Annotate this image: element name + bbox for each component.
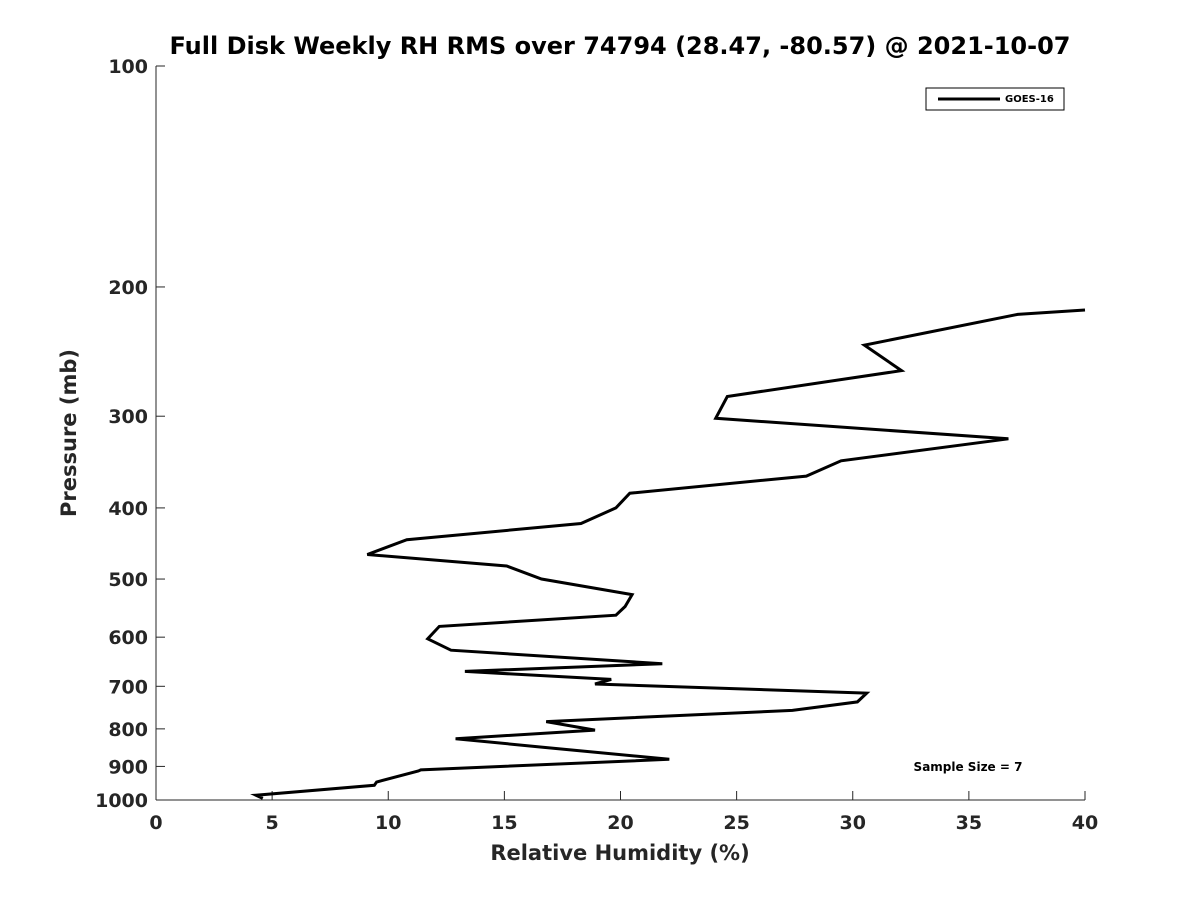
- x-axis-ticks: 0 5 10 15 20 25 30 35 40: [149, 791, 1098, 834]
- x-tick-label: 20: [607, 812, 633, 834]
- series-line-goes-16: [250, 308, 1086, 800]
- y-axis-label: Pressure (mb): [57, 349, 81, 517]
- y-tick-label: 200: [108, 277, 148, 299]
- y-tick-label: 700: [108, 676, 148, 698]
- x-tick-label: 30: [840, 812, 866, 834]
- x-tick-label: 40: [1072, 812, 1098, 834]
- y-tick-label: 500: [108, 569, 148, 591]
- x-tick-label: 25: [723, 812, 749, 834]
- legend: GOES-16: [925, 87, 1065, 111]
- y-tick-label: 300: [108, 406, 148, 428]
- x-tick-label: 10: [375, 812, 401, 834]
- y-tick-label: 800: [108, 719, 148, 741]
- legend-label-goes-16: GOES-16: [1005, 94, 1054, 105]
- sample-size-annotation: Sample Size = 7: [914, 760, 1023, 774]
- x-tick-label: 5: [266, 812, 279, 834]
- y-tick-label: 600: [108, 627, 148, 649]
- y-tick-label: 900: [108, 756, 148, 778]
- y-tick-label: 1000: [95, 790, 148, 812]
- y-tick-label: 100: [108, 56, 148, 78]
- series-layer: [250, 308, 1086, 800]
- x-axis-label: Relative Humidity (%): [490, 841, 749, 865]
- y-tick-label: 400: [108, 498, 148, 520]
- x-tick-label: 0: [149, 812, 162, 834]
- x-tick-label: 35: [956, 812, 982, 834]
- y-axis-ticks: 100 200 300 400 500 600 700 800 900 1000: [95, 56, 165, 812]
- x-tick-label: 15: [491, 812, 517, 834]
- chart-title: Full Disk Weekly RH RMS over 74794 (28.4…: [169, 32, 1070, 60]
